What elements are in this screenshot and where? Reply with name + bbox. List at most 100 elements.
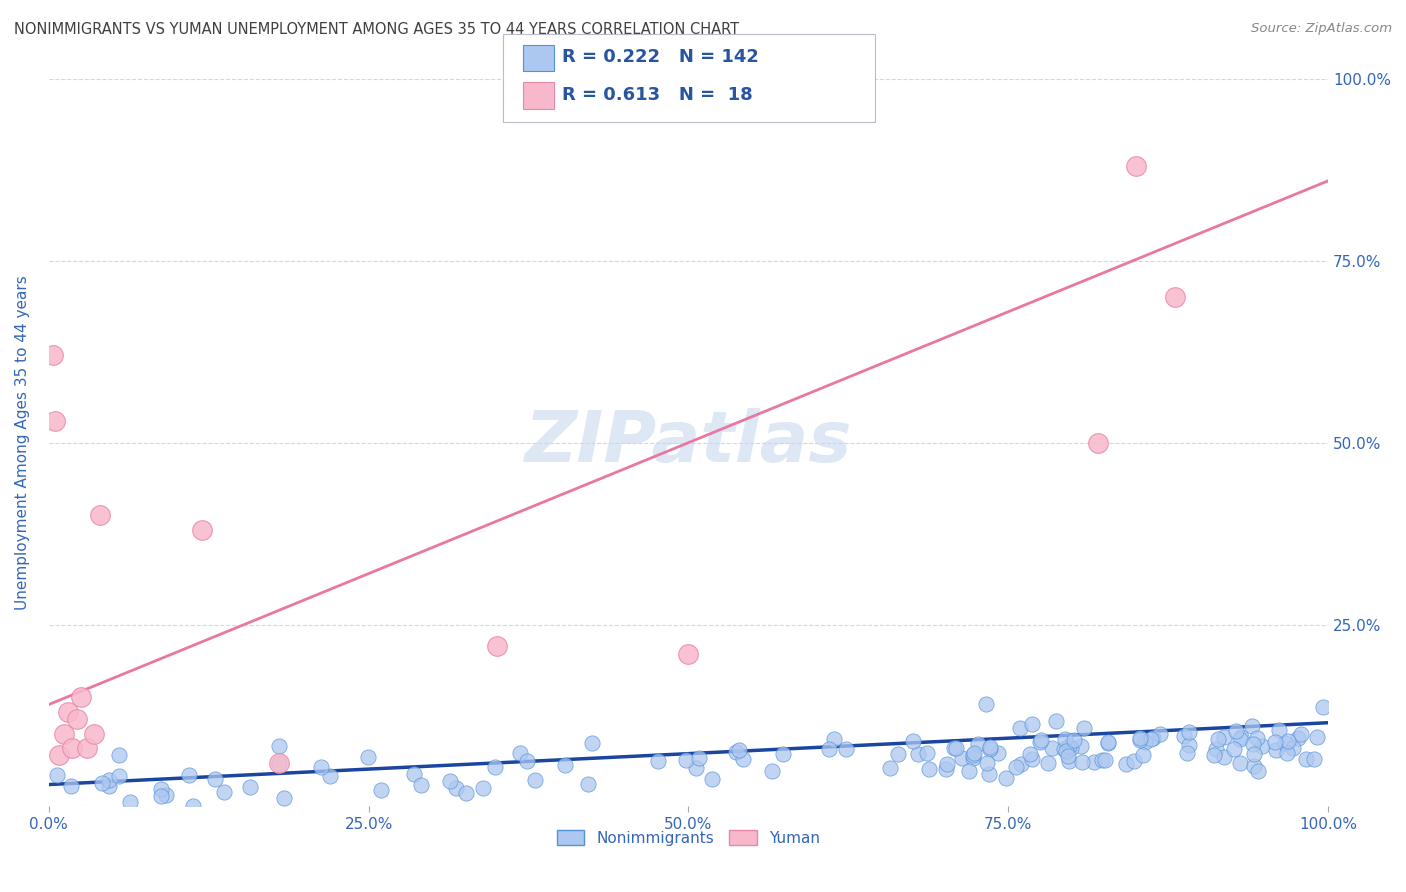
- Point: [1264, 735, 1286, 749]
- Point: [41, 348, 63, 362]
- Point: [1246, 731, 1268, 746]
- Point: [1057, 739, 1080, 753]
- Point: [967, 737, 990, 751]
- Y-axis label: Unemployment Among Ages 35 to 44 years: Unemployment Among Ages 35 to 44 years: [15, 276, 30, 610]
- Point: [936, 757, 959, 772]
- Text: NONIMMIGRANTS VS YUMAN UNEMPLOYMENT AMONG AGES 35 TO 44 YEARS CORRELATION CHART: NONIMMIGRANTS VS YUMAN UNEMPLOYMENT AMON…: [14, 22, 740, 37]
- Point: [239, 780, 262, 794]
- Point: [409, 778, 432, 792]
- Point: [267, 739, 290, 753]
- Point: [678, 647, 700, 661]
- Point: [1275, 746, 1298, 760]
- Point: [523, 772, 546, 787]
- Point: [1129, 731, 1152, 745]
- Point: [56, 705, 79, 719]
- Point: [823, 731, 845, 746]
- Point: [402, 767, 425, 781]
- Point: [1173, 729, 1195, 743]
- Point: [1038, 756, 1060, 770]
- Point: [1005, 760, 1028, 774]
- Point: [903, 734, 925, 748]
- Point: [91, 776, 114, 790]
- Point: [974, 697, 997, 711]
- Point: [120, 795, 142, 809]
- Point: [107, 769, 129, 783]
- Point: [454, 786, 477, 800]
- Point: [818, 742, 841, 756]
- Point: [53, 726, 76, 740]
- Point: [439, 774, 461, 789]
- Point: [1053, 742, 1076, 756]
- Point: [60, 779, 83, 793]
- Point: [918, 762, 941, 776]
- Point: [1177, 747, 1199, 761]
- Point: [977, 766, 1000, 780]
- Point: [1306, 731, 1329, 745]
- Point: [149, 781, 172, 796]
- Point: [66, 712, 89, 726]
- Point: [962, 748, 984, 763]
- Point: [1312, 700, 1334, 714]
- Point: [1289, 727, 1312, 741]
- Point: [685, 761, 707, 775]
- Point: [1268, 723, 1291, 737]
- Point: [83, 726, 105, 740]
- Point: [724, 745, 747, 759]
- Point: [915, 746, 938, 760]
- Point: [1087, 435, 1109, 450]
- Point: [1029, 735, 1052, 749]
- Point: [1060, 741, 1083, 756]
- Point: [907, 747, 929, 761]
- Point: [1133, 735, 1156, 749]
- Point: [1223, 741, 1246, 756]
- Point: [950, 751, 973, 765]
- Point: [1083, 755, 1105, 769]
- Point: [108, 747, 131, 762]
- Point: [97, 772, 120, 787]
- Point: [1213, 750, 1236, 764]
- Point: [1206, 731, 1229, 746]
- Point: [97, 780, 120, 794]
- Point: [181, 799, 204, 814]
- Point: [1251, 739, 1274, 753]
- Point: [1178, 738, 1201, 752]
- Point: [1229, 732, 1251, 747]
- Point: [1247, 764, 1270, 779]
- Point: [1029, 733, 1052, 747]
- Point: [48, 748, 70, 763]
- Point: [1177, 725, 1199, 739]
- Point: [1094, 753, 1116, 767]
- Point: [516, 754, 538, 768]
- Point: [357, 749, 380, 764]
- Point: [1128, 733, 1150, 747]
- Point: [60, 741, 83, 756]
- Point: [887, 747, 910, 761]
- Point: [987, 747, 1010, 761]
- Text: ZIPatlas: ZIPatlas: [524, 409, 852, 477]
- Point: [1008, 721, 1031, 735]
- Point: [688, 750, 710, 764]
- Point: [309, 760, 332, 774]
- Point: [1021, 752, 1043, 766]
- Point: [976, 756, 998, 770]
- Point: [155, 788, 177, 802]
- Point: [945, 740, 967, 755]
- Point: [979, 742, 1001, 756]
- Point: [1142, 731, 1164, 745]
- Point: [1149, 727, 1171, 741]
- Point: [267, 756, 290, 770]
- Point: [1122, 754, 1144, 768]
- Point: [45, 768, 67, 782]
- Point: [733, 752, 755, 766]
- Point: [1097, 734, 1119, 748]
- Point: [191, 523, 214, 537]
- Point: [761, 764, 783, 778]
- Point: [1040, 741, 1063, 756]
- Point: [1125, 159, 1147, 173]
- Point: [1057, 748, 1080, 763]
- Point: [273, 791, 295, 805]
- Point: [446, 781, 468, 796]
- Point: [675, 753, 697, 767]
- Point: [963, 747, 986, 761]
- Point: [76, 741, 98, 756]
